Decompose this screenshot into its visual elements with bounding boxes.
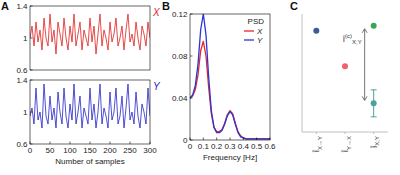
x-tick (216, 138, 217, 141)
y-tick-label: 1 (23, 108, 28, 117)
error-bar (371, 90, 377, 117)
y-tick-label: 1.4 (16, 76, 28, 85)
x-tick-label: ÎX;Y (370, 136, 381, 149)
x-tick-label: 0 (188, 142, 193, 151)
x-tick (243, 138, 244, 141)
series-line (30, 84, 150, 128)
point (371, 23, 377, 29)
series-line (30, 14, 150, 54)
plot-area (313, 23, 376, 117)
y-tick-label: 0.6 (16, 66, 28, 75)
x-tick (316, 132, 317, 134)
legend-swatch (244, 30, 254, 31)
y-tick (190, 56, 193, 57)
x-tick (90, 142, 91, 145)
y-tick (30, 6, 33, 7)
y-tick (30, 112, 33, 113)
x-tick (203, 138, 204, 141)
series-label: X (152, 7, 160, 18)
y-axis-line (302, 14, 303, 132)
x-tick-label: 250 (123, 146, 137, 155)
y-tick (190, 14, 193, 15)
legend-label: Y (257, 36, 263, 45)
x-tick (30, 142, 31, 145)
x-tick-label: 0.1 (198, 142, 210, 151)
label-sup: (c) (345, 33, 352, 39)
y-tick (190, 140, 193, 141)
point (371, 100, 377, 106)
y-tick-label: 0.08 (172, 52, 188, 61)
x-tick-label: 150 (83, 146, 97, 155)
y-tick (190, 98, 193, 99)
x-tick-label: 300 (143, 146, 157, 155)
x-tick-label: 0.2 (211, 142, 223, 151)
series-line (190, 41, 270, 139)
plot-area (190, 14, 270, 139)
figure: 0.6 1 1.4 A X 0.6 1 1.4 0 50 100 150 200 250 300 Number… (0, 0, 400, 175)
arrow-head (362, 96, 367, 100)
y-tick (30, 70, 33, 71)
y-tick-label: 0.12 (172, 10, 188, 19)
label-sub: Y→X (346, 136, 352, 150)
plot-area (30, 84, 150, 128)
legend-label: X (256, 27, 263, 36)
x-tick (190, 138, 191, 141)
arrow-head (362, 29, 367, 33)
x-axis-label: Number of samples (55, 157, 124, 166)
frame (190, 14, 270, 140)
x-tick (70, 142, 71, 145)
x-axis-label: Frequency [Hz] (203, 153, 257, 162)
label-sub: X;Y (374, 136, 380, 146)
annotation-arrow (364, 29, 365, 101)
y-tick (30, 38, 33, 39)
y-tick (30, 80, 33, 81)
point (342, 63, 348, 69)
panel-letter: C (290, 0, 298, 12)
annotation: Î(c)X;Y (342, 33, 362, 45)
x-tick (130, 142, 131, 145)
label-sub: X→Y (317, 136, 323, 150)
plot-area (30, 14, 150, 54)
x-tick-label: 0.4 (238, 142, 250, 151)
frame (30, 80, 150, 144)
frame (30, 6, 150, 70)
x-tick (110, 142, 111, 145)
x-tick-label: 200 (103, 146, 117, 155)
x-tick (230, 138, 231, 141)
x-tick (256, 138, 257, 141)
legend-swatch (244, 39, 254, 40)
title: PSD (248, 17, 265, 26)
x-tick-label: ÎX→Y (312, 136, 323, 153)
x-tick-label: 0 (28, 146, 33, 155)
x-tick (150, 142, 151, 145)
x-tick-label: 0.5 (251, 142, 263, 151)
panel-letter: B (162, 0, 170, 12)
x-tick (50, 142, 51, 145)
y-tick-label: 0.6 (16, 140, 28, 149)
y-tick (30, 144, 33, 145)
x-tick-label: ÎY→X (341, 136, 352, 153)
panel-letter: A (1, 0, 9, 12)
x-tick (373, 132, 374, 134)
series-label: Y (153, 81, 161, 92)
point (313, 28, 319, 34)
x-tick-label: 100 (63, 146, 77, 155)
x-tick (270, 138, 271, 141)
y-tick-label: 0.04 (172, 94, 188, 103)
x-tick (345, 132, 346, 134)
y-tick-label: 1 (23, 34, 28, 43)
x-tick-label: 0.3 (224, 142, 236, 151)
x-tick-label: 0.6 (264, 142, 276, 151)
label-sub: X;Y (352, 39, 362, 45)
y-tick-label: 1.4 (16, 2, 28, 11)
series-line (190, 14, 270, 139)
x-tick-label: 50 (46, 146, 55, 155)
